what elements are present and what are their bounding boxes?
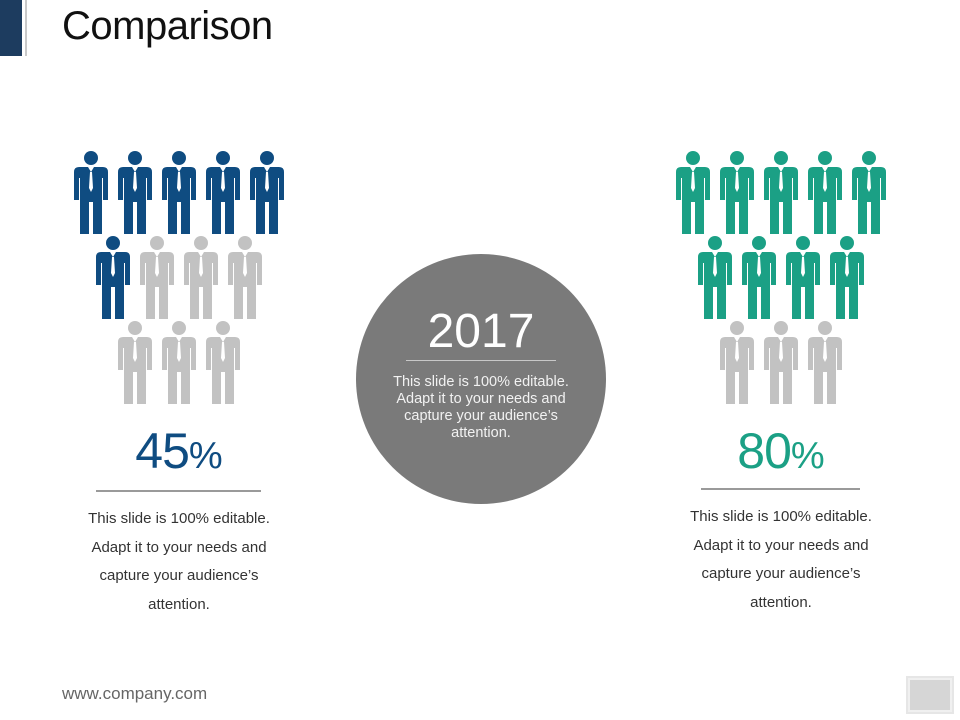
person-icon — [808, 321, 842, 404]
left-percentage: 45% — [94, 422, 264, 480]
person-icon — [206, 151, 240, 234]
left-row-2 — [95, 235, 263, 321]
left-percent-symbol: % — [188, 435, 223, 477]
right-row-3 — [719, 320, 843, 406]
slide-title: Comparison — [62, 4, 273, 48]
right-divider — [701, 488, 860, 490]
person-icon — [140, 236, 174, 319]
person-icon — [96, 236, 130, 319]
person-icon — [720, 151, 754, 234]
person-icon — [852, 151, 886, 234]
year-circle: 2017 This slide is 100% editable. Adapt … — [356, 254, 606, 504]
person-icon — [742, 236, 776, 319]
person-icon — [808, 151, 842, 234]
person-icon — [250, 151, 284, 234]
year-label: 2017 — [427, 305, 535, 358]
person-icon — [228, 236, 262, 319]
right-percentage: 80% — [696, 422, 866, 480]
person-icon — [162, 151, 196, 234]
left-row-3 — [117, 320, 241, 406]
left-divider — [96, 490, 261, 492]
footer-url: www.company.com — [62, 684, 208, 703]
right-percent-symbol: % — [790, 435, 825, 477]
left-percent-value: 45 — [135, 423, 190, 479]
person-icon — [118, 321, 152, 404]
person-icon — [786, 236, 820, 319]
left-row-1 — [73, 150, 285, 236]
person-icon — [184, 236, 218, 319]
right-percent-value: 80 — [737, 423, 792, 479]
person-icon — [720, 321, 754, 404]
person-icon — [764, 321, 798, 404]
right-row-2 — [697, 235, 865, 321]
right-row-1 — [675, 150, 887, 236]
person-icon — [162, 321, 196, 404]
circle-description: This slide is 100% editable. Adapt it to… — [393, 374, 569, 441]
circle-divider — [406, 360, 556, 361]
accent-line — [25, 0, 27, 56]
corner-decoration — [906, 676, 954, 714]
accent-bar — [0, 0, 22, 56]
left-description: This slide is 100% editable. Adapt it to… — [88, 510, 270, 613]
person-icon — [206, 321, 240, 404]
person-icon — [74, 151, 108, 234]
person-icon — [698, 236, 732, 319]
right-description: This slide is 100% editable. Adapt it to… — [690, 508, 872, 611]
person-icon — [830, 236, 864, 319]
person-icon — [118, 151, 152, 234]
person-icon — [676, 151, 710, 234]
person-icon — [764, 151, 798, 234]
